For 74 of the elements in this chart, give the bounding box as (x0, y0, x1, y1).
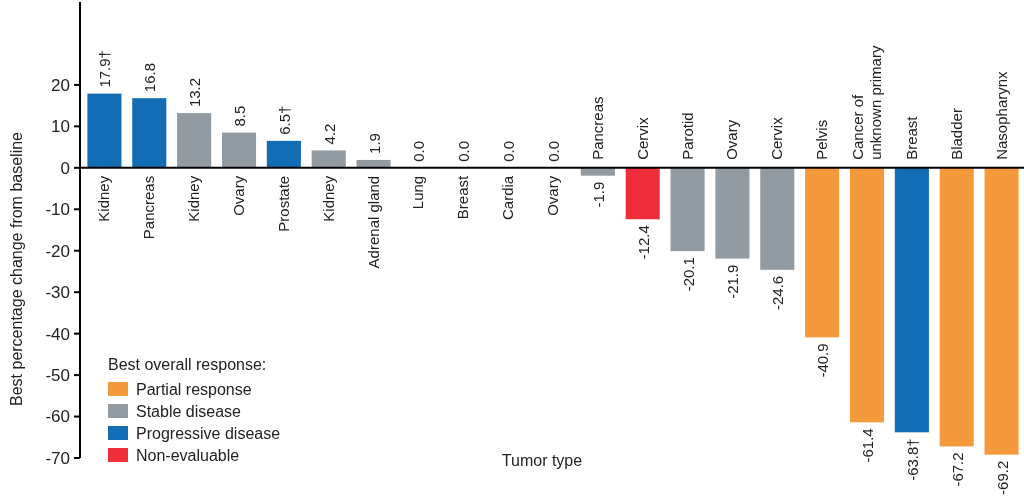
y-tick-label: -40 (45, 324, 70, 344)
bar (894, 167, 929, 433)
bar (984, 167, 1019, 455)
y-tick-label: -30 (45, 283, 70, 303)
x-axis-title: Tumor type (501, 452, 583, 469)
data-label: -63.8† (903, 438, 921, 481)
bar (177, 113, 212, 168)
data-label: -21.9 (724, 264, 742, 299)
y-tick-label: 10 (51, 117, 70, 137)
data-label: -24.6 (769, 275, 787, 310)
x-tick-label: Pelvis (813, 119, 831, 160)
data-label: -1.9 (589, 181, 607, 208)
y-tick-label: -20 (45, 241, 70, 261)
bar (625, 167, 660, 220)
x-tick-label: Lung (409, 175, 427, 210)
data-label: 13.2 (186, 77, 204, 108)
bar (311, 150, 346, 168)
data-label: 8.5 (231, 105, 248, 127)
legend-label: Stable disease (136, 402, 242, 420)
data-label: 0.0 (410, 140, 428, 162)
data-label: 16.8 (141, 62, 159, 93)
bar (939, 167, 974, 447)
bar (760, 167, 795, 270)
x-tick-label: Ovary (230, 175, 247, 216)
x-tick-label: Cervix (633, 116, 651, 160)
x-tick-label: Ovary (544, 175, 561, 216)
legend-label: Partial response (136, 380, 252, 398)
x-tick-label: Kidney (185, 175, 203, 222)
y-tick-label: -60 (45, 407, 70, 427)
x-tick-label: Breast (902, 115, 920, 160)
y-axis-title: Best percentage change from baseline (8, 131, 25, 406)
y-tick-label: -50 (45, 366, 70, 386)
data-label: 0.0 (455, 140, 473, 162)
x-tick-label: Cervix (768, 116, 786, 160)
y-tick-label: -70 (45, 448, 70, 468)
x-tick-label: Kidney (319, 175, 337, 222)
legend-title: Best overall response: (108, 356, 267, 373)
bar (266, 140, 301, 168)
x-tick-label: Kidney (95, 175, 113, 222)
x-tick-label: Breast (454, 174, 472, 220)
data-label: 0.0 (500, 140, 518, 162)
data-label: 0.0 (545, 140, 562, 162)
legend-label: Progressive disease (136, 424, 281, 442)
data-label: -69.2 (993, 460, 1011, 495)
x-tick-label: Adrenal gland (364, 175, 382, 269)
data-label: 4.2 (320, 123, 338, 145)
x-tick-label: Cancer of unknown primary (849, 45, 884, 160)
x-tick-label: Pancreas (140, 175, 158, 240)
y-tick-label: 20 (51, 75, 70, 95)
data-label: 1.9 (365, 133, 383, 154)
x-tick-label: Pancreas (588, 96, 606, 160)
bar (715, 167, 750, 259)
x-tick-label: Cardia (499, 175, 517, 221)
y-tick-label: -10 (45, 200, 70, 220)
data-label: -20.1 (679, 257, 697, 292)
data-label: -12.4 (634, 225, 652, 260)
x-tick-label: Parotid (678, 112, 696, 160)
data-label: -67.2 (948, 452, 966, 487)
x-tick-label: Prostate (274, 175, 292, 232)
x-tick-label: Bladder (947, 108, 965, 160)
bar (132, 98, 167, 168)
bar (221, 132, 257, 168)
data-label: 6.5† (275, 105, 293, 135)
data-label: -40.9 (814, 343, 832, 378)
x-tick-label: Nasopharynx (992, 70, 1010, 160)
bar (849, 167, 885, 423)
data-label: -61.4 (859, 428, 876, 463)
bar (805, 167, 840, 338)
data-label: 17.9† (96, 50, 114, 88)
x-tick-label: Ovary (723, 119, 741, 160)
bar (670, 167, 705, 252)
bar (87, 93, 122, 168)
legend-label: Non-evaluable (136, 446, 240, 464)
y-tick-label: 0 (60, 158, 70, 178)
